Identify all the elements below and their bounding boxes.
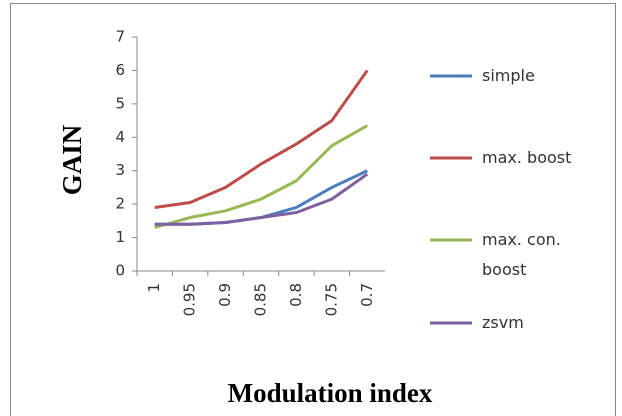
x-tick-label: 0.7 (358, 283, 376, 307)
series-line (154, 172, 369, 226)
legend-label: zsvm (482, 313, 524, 332)
legend-label: max. boost (482, 148, 572, 167)
x-tick-label: 0.85 (252, 283, 270, 316)
x-tick-label: 0.75 (322, 283, 340, 316)
y-tick-label: 6 (115, 61, 125, 79)
legend-label: max. con. boost (482, 230, 561, 279)
y-tick-label: 3 (115, 161, 125, 179)
y-tick-label: 1 (115, 228, 125, 246)
y-axis-title: GAIN (57, 124, 87, 195)
series-line (154, 69, 369, 209)
x-tick-label: 1 (145, 283, 163, 293)
x-tick-label: 0.8 (287, 283, 305, 307)
y-tick-label: 4 (115, 128, 125, 146)
legend-label: simple (482, 66, 535, 85)
x-tick-label: 0.95 (181, 283, 199, 316)
x-tick-label: 0.9 (216, 283, 234, 307)
series-line (154, 124, 369, 229)
y-tick-label: 2 (115, 195, 125, 213)
y-tick-label: 5 (115, 94, 125, 112)
y-tick-label: 7 (115, 28, 125, 46)
y-tick-label: 0 (115, 262, 125, 280)
x-axis-title: Modulation index (228, 378, 433, 408)
chart-border (10, 3, 616, 416)
